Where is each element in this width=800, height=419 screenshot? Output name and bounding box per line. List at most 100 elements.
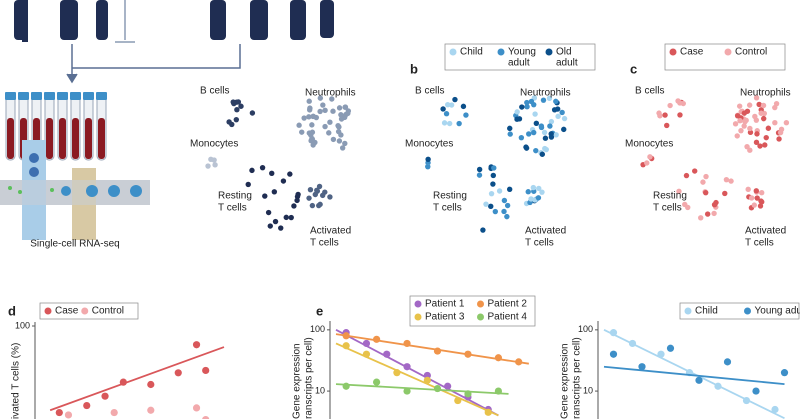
cell-dot: [525, 189, 531, 195]
data-point: [423, 376, 431, 384]
chart: d 100 ivated T cells (%) Case Control: [8, 302, 225, 419]
cell-dot: [271, 189, 278, 195]
cell-dot: [540, 97, 547, 103]
legend-swatch: [724, 48, 732, 56]
cell-dot: [445, 102, 451, 108]
cell-dot: [682, 201, 688, 208]
cell-dot: [317, 201, 323, 208]
iv-stand: [115, 0, 135, 43]
data-point: [657, 350, 665, 358]
cluster-label: T cells: [310, 238, 339, 249]
data-point: [342, 342, 350, 350]
data-point: [444, 382, 452, 390]
panel-letter: c: [630, 61, 637, 76]
cluster-label: B cells: [415, 86, 444, 97]
cell-dot: [561, 115, 568, 122]
cell-dot: [536, 185, 542, 192]
cell-dot: [754, 131, 760, 137]
cell-dot: [541, 129, 548, 136]
cell-dot: [748, 195, 755, 201]
legend-label: Case: [55, 306, 79, 317]
tube-cap: [44, 92, 55, 100]
data-point: [147, 406, 155, 414]
tube-cap: [31, 92, 42, 100]
y-tick-label: 100: [578, 324, 593, 334]
data-point: [342, 382, 350, 390]
cell-dot: [314, 187, 320, 193]
cell-dot: [336, 124, 342, 130]
cell-dot: [483, 201, 489, 207]
legend-swatch: [684, 307, 692, 315]
cell-dot: [751, 202, 757, 208]
cell-dot: [488, 190, 495, 197]
tube-cap: [57, 92, 68, 100]
cell-dot: [330, 136, 337, 143]
data-point: [454, 396, 462, 405]
cluster-label: Monocytes: [625, 139, 673, 150]
legend-label: Old: [556, 47, 572, 58]
tube-blood: [46, 118, 53, 159]
cell-dot: [723, 176, 730, 183]
cell-dot: [463, 112, 469, 118]
cell-dot: [756, 101, 762, 108]
cell-dot: [514, 116, 520, 122]
cell-dot: [753, 95, 760, 101]
cell-dot: [734, 113, 741, 119]
y-axis-label: ivated T cells (%): [11, 343, 22, 419]
cluster-label: Resting: [433, 191, 467, 202]
cell-dot: [317, 108, 323, 115]
cell-dot: [519, 104, 525, 110]
legend-swatch: [81, 307, 89, 315]
legend-swatch: [477, 313, 484, 321]
cell-dot: [327, 119, 333, 125]
cell-dot: [267, 223, 273, 229]
cell-dot: [245, 181, 251, 188]
data-point: [638, 363, 646, 371]
tube-blood: [72, 118, 79, 159]
cell-dot: [291, 203, 297, 209]
data-point: [484, 408, 492, 416]
cell-dot: [501, 197, 508, 204]
cell-dot: [530, 184, 537, 191]
data-point: [64, 411, 73, 419]
cluster-label: Activated: [525, 226, 566, 237]
cell-dot: [783, 120, 790, 126]
data-point: [383, 350, 391, 358]
cell-dot: [765, 125, 772, 131]
cell-dot: [559, 109, 565, 116]
data-point: [515, 358, 523, 366]
cell-dot: [443, 111, 450, 117]
cell-dot: [211, 157, 217, 163]
cell-dot: [480, 227, 486, 233]
tube-blood: [98, 118, 105, 159]
cluster-label: Activated: [310, 226, 351, 237]
cell-dot: [501, 208, 507, 215]
cell-dot: [736, 103, 743, 109]
cell-dot: [732, 121, 739, 127]
cell-dot: [746, 102, 753, 108]
y-tick-label: 100: [15, 320, 30, 330]
tube-blood: [85, 118, 92, 159]
cell-dot: [441, 120, 448, 126]
tube-blood: [59, 118, 66, 159]
cell-dot: [644, 160, 650, 166]
data-point: [373, 335, 381, 343]
data-point: [362, 339, 371, 348]
cell-dot: [531, 129, 537, 136]
cell-dot: [448, 102, 455, 108]
data-point: [771, 405, 779, 414]
cell-dot: [683, 172, 690, 179]
legend-label: Patient 4: [488, 312, 528, 323]
legend-label: Patient 3: [425, 312, 465, 323]
cell-dot: [295, 191, 301, 198]
cell-dot: [342, 104, 349, 110]
cell-dot: [322, 107, 328, 113]
cell-dot: [760, 102, 767, 109]
cell-dot: [533, 120, 540, 126]
data-point: [609, 329, 618, 337]
cell-dot: [734, 133, 740, 139]
cell-dot: [776, 136, 782, 142]
cell-dot: [446, 120, 453, 127]
cell-dot: [741, 123, 747, 129]
